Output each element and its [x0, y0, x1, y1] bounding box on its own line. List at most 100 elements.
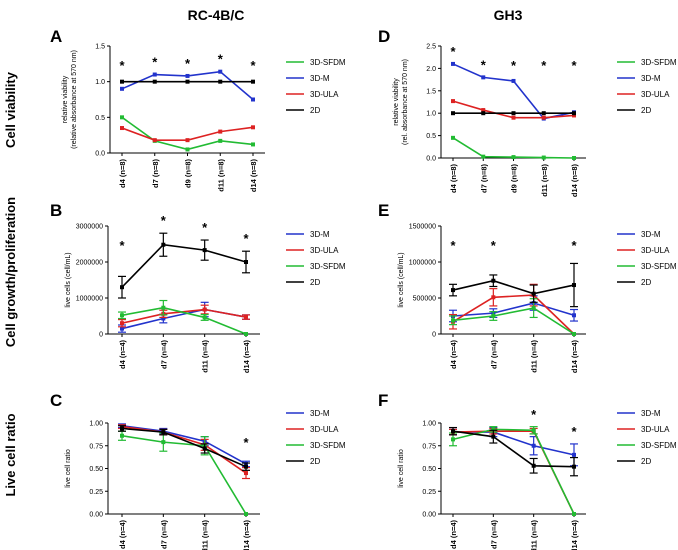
data-point [251, 125, 255, 130]
series-line [452, 294, 575, 335]
series-3d-m [120, 69, 255, 102]
data-point [152, 79, 157, 84]
series-line [452, 430, 575, 468]
data-point [531, 306, 536, 311]
y-tick-label: 1000000 [76, 296, 103, 303]
y-axis-label: live cell ratio [65, 449, 72, 488]
y-tick-label: 1.5 [95, 44, 105, 51]
data-point [120, 326, 124, 331]
panel-letter: A [50, 27, 62, 46]
y-axis-label: live cells (cell/mL) [65, 252, 72, 307]
data-point [572, 313, 576, 318]
data-point [244, 332, 248, 336]
x-tick-label: d14 (n=4) [242, 520, 251, 550]
data-point [185, 73, 190, 78]
data-point [244, 464, 248, 469]
y-axis-label: relative viability [62, 75, 69, 123]
data-point [161, 430, 166, 435]
y-axis-label: live cells (cell/mL) [398, 252, 405, 307]
significance-star: * [541, 58, 547, 73]
data-point [511, 115, 516, 120]
series-line [121, 424, 247, 465]
data-point [152, 72, 157, 77]
data-point [185, 147, 190, 152]
series-line [452, 307, 575, 335]
y-tick-label: 2000000 [76, 260, 103, 267]
legend-label: 3D-SFDM [641, 58, 677, 67]
x-tick-label: d11 (n=4) [201, 340, 210, 373]
panel-a: A 0.0 0.5 1.0 1.5 relative viability (relative… [50, 27, 346, 192]
significance-star: * [491, 238, 497, 253]
x-tick-label: d7 (n=4) [159, 340, 168, 369]
data-point [451, 99, 455, 104]
data-point [152, 138, 157, 143]
series-3d-ula [451, 99, 576, 120]
panel-d: D 0.0 0.5 1.0 1.5 2.0 2.5 relative viability (re… [378, 27, 677, 197]
data-point [202, 307, 207, 312]
series-line [121, 116, 254, 151]
data-point [161, 305, 166, 310]
significance-star: * [119, 58, 125, 73]
x-tick-label: d11 (n=8) [540, 164, 549, 197]
series-3d-ula [120, 125, 255, 143]
data-point [120, 115, 124, 120]
legend-label: 3D-SFDM [310, 58, 346, 67]
y-tick-label: 0.50 [89, 466, 103, 473]
panel-f: F 0.00 0.25 0.50 0.75 1.00 live cell ratio d4 (… [378, 391, 677, 550]
series-3d-sfdm [118, 299, 248, 336]
data-point [251, 79, 255, 84]
data-point [572, 512, 576, 516]
significance-star: * [450, 238, 456, 253]
y-tick-label: 1.0 [95, 79, 105, 86]
data-point [120, 79, 124, 84]
series-line [452, 430, 575, 515]
data-point [491, 295, 496, 300]
data-point [531, 463, 536, 468]
x-tick-label: d7 (n=4) [159, 520, 168, 549]
significance-star: * [450, 44, 456, 59]
significance-star: * [218, 52, 224, 67]
x-tick-label: d9 (n=8) [184, 159, 193, 188]
series-2d [449, 262, 578, 308]
significance-star: * [243, 231, 249, 246]
data-point [511, 78, 516, 83]
series-3d-sfdm [120, 115, 255, 152]
series-3d-sfdm [451, 135, 576, 160]
x-tick-label: d7 (n=8) [151, 159, 160, 188]
y-tick-label: 1.00 [422, 421, 436, 428]
y-axis-label: live cell ratio [398, 449, 405, 488]
data-point [541, 155, 546, 160]
data-point [451, 61, 455, 66]
panel-letter: B [50, 201, 62, 220]
significance-star: * [531, 407, 537, 422]
data-point [541, 115, 546, 120]
x-tick-label: d9 (n=8) [510, 164, 519, 193]
significance-star: * [571, 238, 577, 253]
data-point [491, 278, 496, 283]
legend-label: 3D-M [641, 409, 661, 418]
legend-label: 3D-SFDM [641, 441, 677, 450]
series-3d-ula [118, 424, 250, 480]
series-line [121, 243, 247, 288]
data-point [572, 113, 576, 118]
data-point [451, 111, 455, 116]
column-title-rc4bc: RC-4B/C [188, 7, 245, 23]
data-point [572, 452, 576, 457]
data-point [185, 79, 190, 84]
data-point [491, 314, 496, 318]
y-tick-label: 0 [99, 332, 103, 339]
series-line [121, 434, 247, 515]
legend-label: 3D-SFDM [310, 262, 346, 271]
data-point [120, 321, 124, 326]
significance-star: * [571, 58, 577, 73]
y-tick-label: 1.0 [426, 111, 436, 118]
legend-label: 3D-ULA [641, 90, 670, 99]
significance-star: * [250, 58, 256, 73]
data-point [511, 111, 516, 116]
x-tick-label: d11 (n=8) [216, 159, 225, 192]
significance-star: * [185, 56, 191, 71]
data-point [451, 318, 455, 323]
series-3d-sfdm [449, 426, 576, 516]
